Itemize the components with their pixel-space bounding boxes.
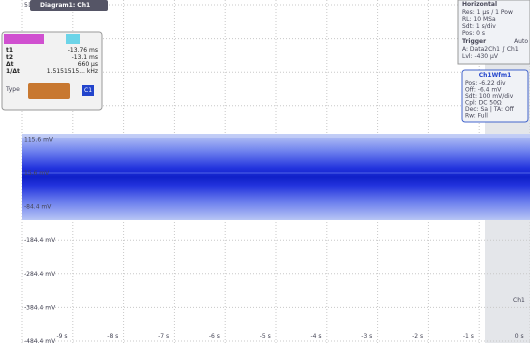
channel-row: Dec: Sa | TA: Off xyxy=(465,106,515,113)
source-box[interactable] xyxy=(82,85,94,96)
horizontal-row: RL: 10 MSa xyxy=(462,16,496,23)
x-label: -4 s xyxy=(310,333,321,340)
horizontal-row: Sdt: 1 s/div xyxy=(462,23,496,30)
channel-row: Cpl: DC 50Ω xyxy=(465,100,502,107)
x-label: -1 s xyxy=(463,333,474,340)
cursor-name: Δt xyxy=(6,61,14,68)
close-button[interactable] xyxy=(66,34,80,44)
y-label: -384.4 mV xyxy=(24,304,56,311)
x-label: -9 s xyxy=(56,333,67,340)
channel-row: Off: -6.4 mV xyxy=(465,87,502,94)
waveform xyxy=(22,134,530,220)
cursor-value: 660 µs xyxy=(78,61,98,68)
cursor-tab[interactable] xyxy=(4,34,44,44)
x-label: -6 s xyxy=(209,333,220,340)
type-icon[interactable] xyxy=(28,83,70,99)
y-label: 115.6 mV xyxy=(24,136,54,143)
channel-row: Pos: -6.22 div xyxy=(465,80,506,87)
x-label: -2 s xyxy=(412,333,423,340)
channel-title: Ch1Wfm1 xyxy=(479,72,512,79)
source: C1 xyxy=(84,87,92,94)
type-label: Type xyxy=(5,86,20,93)
cursor-value: 1.5151515... kHz xyxy=(47,68,98,75)
cursor-value: -13.1 ms xyxy=(72,54,98,61)
y-label: 15.6 mV xyxy=(24,170,50,177)
channel-row: Rw: Full xyxy=(465,113,488,120)
diagram-title: Diagram1: Ch1 xyxy=(40,2,90,9)
y-label: -284.4 mV xyxy=(24,271,56,278)
cursor-panel xyxy=(1,31,103,111)
x-label: 0 s xyxy=(515,333,524,340)
trigger-row: A: Data2Ch1 ∫ Ch1 xyxy=(462,46,519,53)
trigger-title: Trigger xyxy=(462,38,486,45)
y-label: -184.4 mV xyxy=(24,237,56,244)
cursor-name: t2 xyxy=(6,54,13,61)
trigger-mode: Auto xyxy=(514,38,528,45)
cursor-rows: t1 -13.76 ms t2 -13.1 ms Δt 660 µs 1/Δt 1.51515… xyxy=(6,47,98,75)
horizontal-title: Horizontal xyxy=(462,1,497,8)
x-labels: -9 s -8 s -7 s -6 s -5 s -4 s -3 s -2 s -1 s 0 s xyxy=(56,333,523,340)
cursor-name: 1/Δt xyxy=(6,68,20,75)
waveform-edge xyxy=(22,134,530,138)
y-label: -84.4 mV xyxy=(24,204,52,211)
x-label: -5 s xyxy=(260,333,271,340)
y-label: -484.4 mV xyxy=(24,338,56,343)
x-label: -3 s xyxy=(361,333,372,340)
horizontal-panel xyxy=(457,0,530,65)
horizontal-row: Res: 1 µs / 1 Pow xyxy=(462,9,513,16)
x-label: -7 s xyxy=(158,333,169,340)
cursor-name: t1 xyxy=(6,47,13,54)
x-label: -8 s xyxy=(107,333,118,340)
channel-row: Sdt: 100 mV/div xyxy=(465,93,514,100)
trigger-row: Lvl: -430 µV xyxy=(462,53,499,60)
right-label: Ch1 xyxy=(513,297,525,304)
horizontal-row: Pos: 0 s xyxy=(462,30,485,37)
channel-panel xyxy=(461,69,529,123)
title-tab xyxy=(30,0,108,11)
cursor-value: -13.76 ms xyxy=(68,47,98,54)
